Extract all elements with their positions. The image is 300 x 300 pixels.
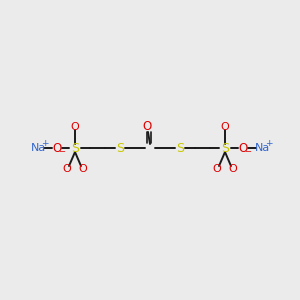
Text: O: O: [63, 164, 71, 174]
Text: O: O: [213, 164, 221, 174]
Text: O: O: [52, 142, 62, 154]
Text: −: −: [58, 148, 65, 157]
Text: Na: Na: [254, 143, 270, 153]
Text: O: O: [142, 119, 152, 133]
Text: O: O: [238, 142, 247, 154]
Text: S: S: [71, 142, 79, 154]
Text: O: O: [220, 122, 230, 132]
Text: +: +: [265, 139, 273, 148]
Text: −: −: [244, 148, 251, 157]
Text: S: S: [176, 142, 184, 154]
Text: O: O: [79, 164, 87, 174]
Text: S: S: [221, 142, 229, 154]
Text: S: S: [116, 142, 124, 154]
Text: O: O: [229, 164, 237, 174]
Text: Na: Na: [30, 143, 46, 153]
Text: +: +: [41, 139, 49, 148]
Text: O: O: [70, 122, 80, 132]
